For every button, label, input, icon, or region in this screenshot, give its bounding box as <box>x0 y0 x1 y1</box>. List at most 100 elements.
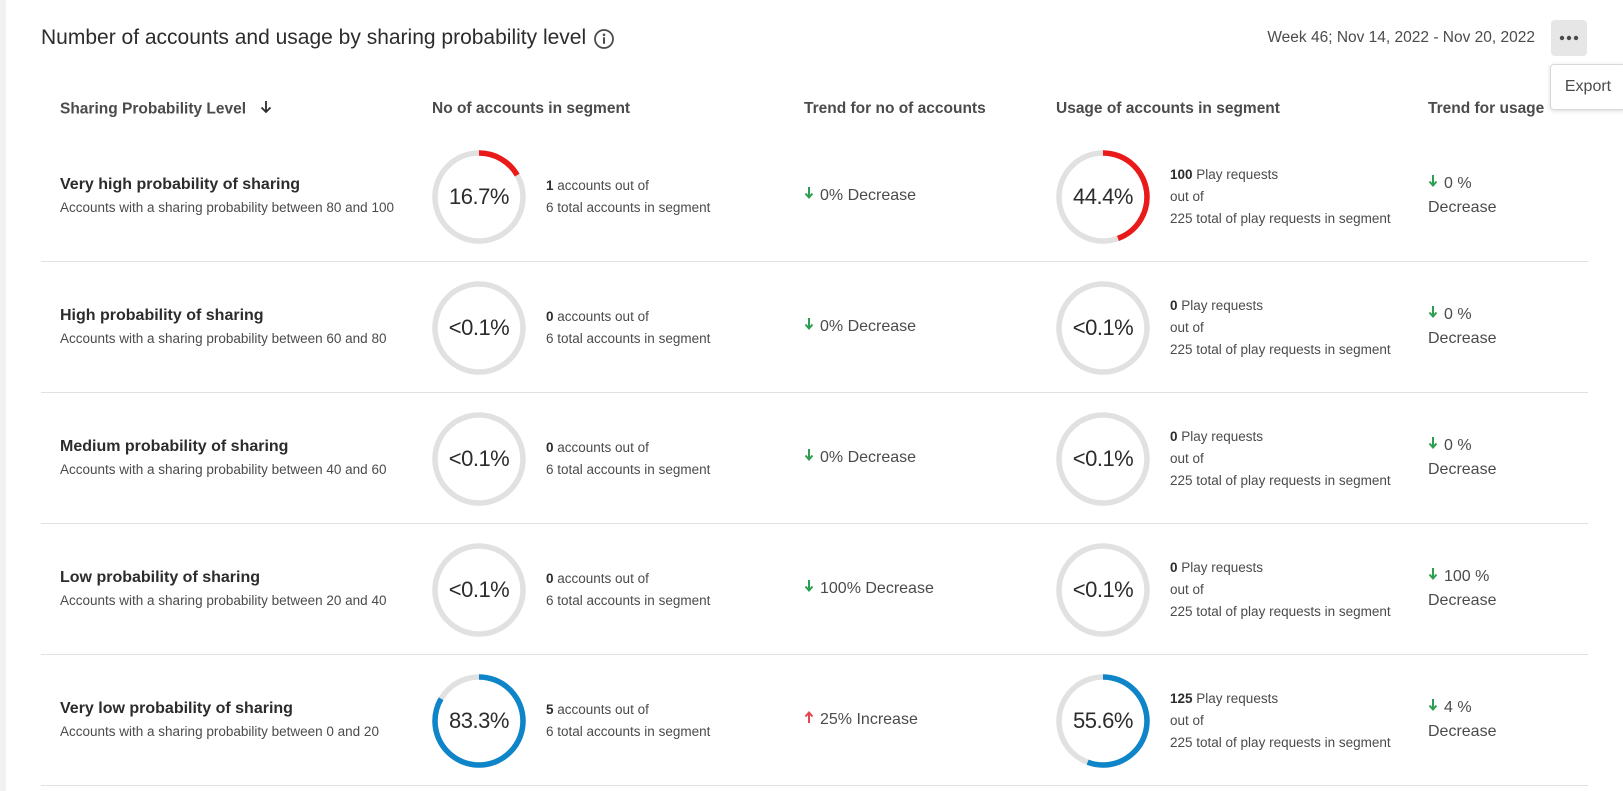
arrow-down-icon <box>1428 303 1438 327</box>
accounts-donut-track <box>432 281 526 375</box>
usage-total: 225 total of play requests in segment <box>1170 604 1391 619</box>
week-range: Week 46; Nov 14, 2022 - Nov 20, 2022 <box>1267 29 1535 46</box>
table-row[interactable]: Low probability of sharing Accounts with … <box>41 524 1588 655</box>
accounts-total: 6 total accounts in segment <box>546 200 711 215</box>
column-header-level-label: Sharing Probability Level <box>60 100 247 118</box>
usage-donut-arc <box>1056 150 1150 244</box>
accounts-count: 1 <box>546 178 554 193</box>
usage-out-of: out of <box>1170 582 1204 597</box>
usage-description: 100 Play requests out of 225 total of play… <box>1170 164 1391 230</box>
accounts-count: 0 <box>546 571 554 586</box>
accounts-donut: 83.3% <box>430 672 528 770</box>
info-icon[interactable] <box>593 28 615 50</box>
usage-donut: 55.6% <box>1054 672 1152 770</box>
accounts-trend-text: 25% Increase <box>820 710 918 728</box>
accounts-trend: 0% Decrease <box>804 186 916 205</box>
level-name: Very high probability of sharing <box>60 176 301 193</box>
accounts-total: 6 total accounts in segment <box>546 462 711 477</box>
usage-trend-text: Decrease <box>1428 199 1497 216</box>
accounts-donut: <0.1% <box>430 279 528 377</box>
usage-donut: 44.4% <box>1054 148 1152 246</box>
accounts-count: 5 <box>546 702 554 717</box>
accounts-text: accounts out of <box>553 178 649 193</box>
accounts-trend-text: 0% Decrease <box>820 448 917 466</box>
accounts-total: 6 total accounts in segment <box>546 724 711 739</box>
arrow-down-icon <box>1428 696 1438 720</box>
usage-description: 0 Play requests out of 225 total of play r… <box>1170 557 1391 623</box>
usage-donut-label: 55.6% <box>1073 708 1133 733</box>
usage-donut: <0.1% <box>1054 279 1152 377</box>
column-header-accounts[interactable]: No of accounts in segment <box>432 100 631 117</box>
usage-count: 0 <box>1170 298 1178 313</box>
usage-count: 0 <box>1170 429 1178 444</box>
usage-trend-line: 0 % <box>1428 303 1496 327</box>
accounts-total: 6 total accounts in segment <box>546 593 711 608</box>
usage-trend-text: Decrease <box>1428 723 1497 740</box>
usage-text: Play requests <box>1192 167 1279 182</box>
accounts-line-1: 0 accounts out of <box>546 437 710 459</box>
table-row[interactable]: Very low probability of sharing Accounts … <box>41 655 1588 786</box>
column-header-usage[interactable]: Usage of accounts in segment <box>1056 100 1280 117</box>
usage-donut-track <box>1056 281 1150 375</box>
usage-trend-text: Decrease <box>1428 330 1497 347</box>
level-description: Accounts with a sharing probability betw… <box>60 593 387 608</box>
accounts-description: 1 accounts out of 6 total accounts in seg… <box>546 175 710 219</box>
column-header-trend-usage[interactable]: Trend for usage <box>1428 100 1545 117</box>
level-name: Very low probability of sharing <box>60 700 293 717</box>
usage-description: 0 Play requests out of 225 total of play r… <box>1170 426 1391 492</box>
table-row[interactable]: Very high probability of sharing Accounts… <box>41 131 1588 262</box>
accounts-donut-track <box>432 412 526 506</box>
export-popover: Export <box>1550 64 1623 110</box>
usage-total: 225 total of play requests in segment <box>1170 735 1391 750</box>
usage-trend: 4 % Decrease <box>1428 696 1496 744</box>
accounts-trend: 0% Decrease <box>804 448 916 467</box>
usage-donut-track <box>1056 543 1150 637</box>
usage-total: 225 total of play requests in segment <box>1170 211 1391 226</box>
accounts-donut-label: <0.1% <box>448 446 510 471</box>
usage-text: Play requests <box>1177 429 1264 444</box>
arrow-up-icon <box>804 710 814 729</box>
usage-description: 125 Play requests out of 225 total of play… <box>1170 688 1391 754</box>
arrow-down-icon <box>804 579 814 598</box>
accounts-text: accounts out of <box>553 571 649 586</box>
arrow-down-icon <box>1428 172 1438 196</box>
usage-line-1: 0 Play requests <box>1170 426 1391 448</box>
usage-out-of: out of <box>1170 713 1204 728</box>
accounts-trend: 25% Increase <box>804 710 918 729</box>
usage-donut-arc <box>1056 674 1150 768</box>
accounts-donut-track <box>432 543 526 637</box>
accounts-donut-arc <box>432 674 526 768</box>
usage-donut-track <box>1056 412 1150 506</box>
accounts-donut-label: <0.1% <box>448 315 510 340</box>
accounts-trend: 0% Decrease <box>804 317 916 336</box>
accounts-donut-label: 83.3% <box>449 708 509 733</box>
level-description: Accounts with a sharing probability betw… <box>60 462 387 477</box>
level-name: High probability of sharing <box>60 307 264 324</box>
accounts-description: 0 accounts out of 6 total accounts in seg… <box>546 568 710 612</box>
accounts-text: accounts out of <box>553 309 649 324</box>
level-description: Accounts with a sharing probability betw… <box>60 200 394 215</box>
arrow-down-icon <box>804 448 814 467</box>
usage-trend: 0 % Decrease <box>1428 172 1496 220</box>
usage-count: 100 <box>1170 167 1193 182</box>
sort-descending-icon[interactable] <box>260 100 272 119</box>
usage-trend-text: Decrease <box>1428 461 1497 478</box>
table-row[interactable]: High probability of sharing Accounts with… <box>41 262 1588 393</box>
usage-trend-line: 0 % <box>1428 172 1496 196</box>
export-menu-item[interactable]: Export <box>1564 78 1612 95</box>
arrow-down-icon <box>1428 434 1438 458</box>
arrow-down-icon <box>804 186 814 205</box>
accounts-line-1: 1 accounts out of <box>546 175 710 197</box>
usage-text: Play requests <box>1177 560 1264 575</box>
usage-trend-text: Decrease <box>1428 592 1497 609</box>
table-row[interactable]: Medium probability of sharing Accounts wi… <box>41 393 1588 524</box>
more-options-button[interactable] <box>1551 20 1587 56</box>
usage-trend-line: 0 % <box>1428 434 1496 458</box>
accounts-donut-label: <0.1% <box>448 577 510 602</box>
level-description: Accounts with a sharing probability betw… <box>60 724 379 739</box>
column-header-trend-accounts[interactable]: Trend for no of accounts <box>804 100 986 117</box>
arrow-down-icon <box>804 317 814 336</box>
column-header-level[interactable]: Sharing Probability Level <box>60 100 272 119</box>
usage-trend-line: 4 % <box>1428 696 1496 720</box>
accounts-trend-text: 0% Decrease <box>820 186 917 204</box>
